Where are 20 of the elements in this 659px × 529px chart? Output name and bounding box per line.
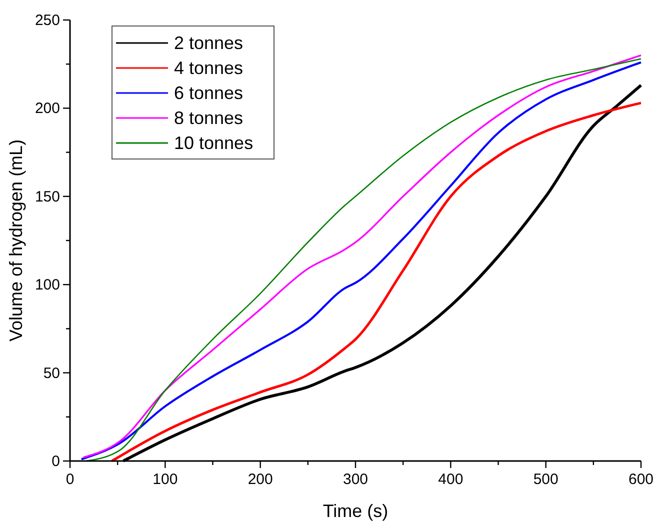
legend-label: 8 tonnes: [174, 108, 244, 128]
x-axis-title: Time (s): [322, 501, 388, 521]
y-tick-label: 200: [34, 100, 60, 118]
legend-label: 10 tonnes: [174, 133, 254, 153]
x-tick-label: 0: [66, 471, 74, 488]
x-tick-label: 600: [628, 471, 654, 488]
x-tick-label: 300: [342, 471, 368, 488]
y-tick-label: 150: [34, 188, 60, 206]
y-tick-label: 0: [52, 453, 60, 470]
y-tick-label: 100: [34, 276, 60, 294]
x-tick-label: 200: [248, 471, 273, 488]
legend-label: 4 tonnes: [174, 58, 244, 78]
y-tick-label: 250: [34, 12, 60, 29]
legend-label: 2 tonnes: [174, 33, 244, 53]
x-tick-label: 500: [533, 471, 558, 488]
x-tick-label: 100: [152, 471, 178, 488]
x-tick-label: 400: [438, 471, 464, 488]
legend-label: 6 tonnes: [174, 83, 244, 103]
y-axis-title: Volume of hydrogen (mL): [6, 139, 26, 342]
y-tick-label: 50: [43, 364, 60, 382]
